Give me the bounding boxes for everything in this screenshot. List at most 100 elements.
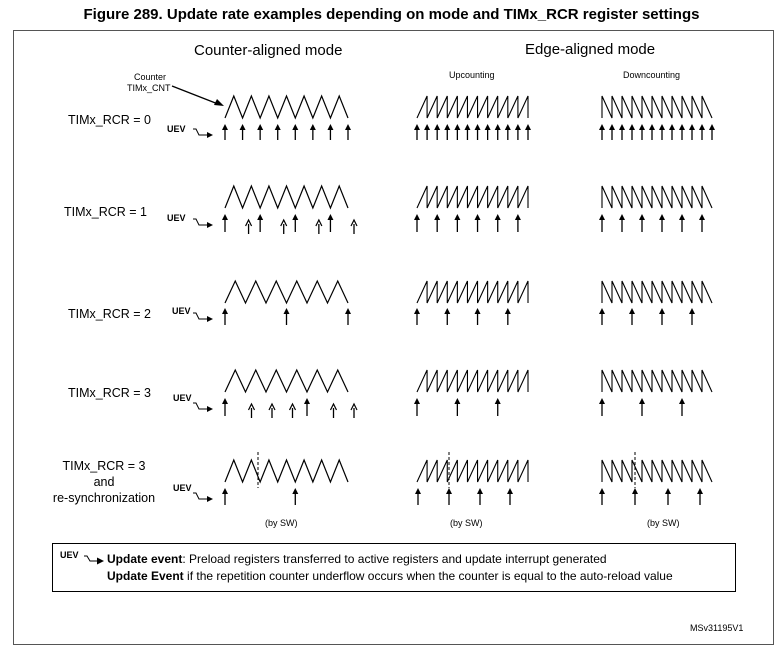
ca-sec-arrow-r1-3-head [280,218,288,227]
ca-uev-arrow-r1-4-head [292,214,299,220]
up-uev-arrow-r1-0-head [414,214,420,220]
legend-update-event-term: Update event [107,552,183,566]
down-uev-arrow-r2-3-head [689,308,695,314]
uev-symbol-arrow-row1 [207,222,213,228]
up-uev-arrow-r1-1-head [434,214,441,220]
ca-uev-arrow-r4-0-head [222,488,228,494]
up-uev-arrow-r0-7-head [484,124,491,130]
downcounting-wave-row3 [601,369,713,393]
down-uev-arrow-r4-2-head [665,488,671,494]
row-label-rcr0: TIMx_RCR = 0 [68,113,152,127]
down-uev-arrow-r3-2-head [679,398,685,404]
up-uev-arrow-r0-8-head [494,124,501,130]
figure-frame [13,30,774,645]
uev-symbol-arrow-row2 [207,316,213,322]
down-uev-arrow-r0-9-head [689,124,695,130]
down-uev-arrow-r1-2-head [639,214,645,220]
legend-line-2-text: if the repetition counter underflow occu… [183,569,673,583]
legend-box [52,543,736,592]
ca-uev-arrow-r0-5-head [309,124,316,130]
uev-symbol-row4 [193,492,208,500]
up-uev-arrow-r3-2-head [494,398,501,404]
up-uev-arrow-r0-2-head [434,124,441,130]
ca-uev-arrow-r0-6-head [327,124,334,130]
ca-uev-arrow-r2-6-head [345,308,351,314]
downcounting-wave-row4 [601,459,713,483]
up-uev-arrow-r0-11-head [525,124,531,130]
ca-sec-arrow-r3-5-head [329,402,338,411]
down-uev-arrow-r4-3-head [697,488,703,494]
counter-pointer-head [214,99,224,106]
uev-symbol-arrow-row0 [207,132,213,138]
uev-label-row4: UEV [173,483,192,493]
ca-uev-arrow-r1-0-head [222,214,228,220]
counter-pointer-line [171,85,219,105]
ca-sec-arrow-r1-7-head [350,218,358,227]
legend-uev-label: UEV [60,550,79,560]
uev-symbol-arrow-row3 [207,406,213,412]
up-uev-arrow-r4-0-head [415,488,421,494]
counter-aligned-wave-row2 [224,279,349,305]
ca-uev-arrow-r2-0-head [222,308,228,314]
down-uev-arrow-r4-0-head [599,488,605,494]
ca-uev-arrow-r4-4-head [292,488,299,494]
down-uev-arrow-r2-1-head [629,308,635,314]
down-uev-arrow-r0-7-head [669,124,675,130]
counter-aligned-header: Counter-aligned mode [194,42,343,59]
upcounting-header: Upcounting [449,70,495,80]
row-label-resync-line1: TIMx_RCR = 3 [62,459,146,473]
up-uev-arrow-r2-2-head [474,308,481,314]
uev-symbol-row1 [193,218,208,226]
upcounting-wave-row0 [416,95,529,119]
legend-uev-symbol-arrow [97,557,104,565]
down-uev-arrow-r2-0-head [599,308,605,314]
row-label-rcr3-resync: TIMx_RCR = 3 and re-synchronization [48,458,160,506]
down-uev-arrow-r3-0-head [599,398,605,404]
upcounting-wave-row1 [416,185,529,209]
row-label-resync-line2: and [93,475,115,489]
upcounting-wave-row4 [416,459,529,483]
down-uev-arrow-r0-0-head [599,124,605,130]
up-uev-arrow-r4-2-head [477,488,483,494]
down-uev-arrow-r1-4-head [679,214,685,220]
up-uev-arrow-r0-10-head [514,124,521,130]
up-uev-arrow-r0-4-head [454,124,461,130]
down-uev-arrow-r1-1-head [619,214,625,220]
up-uev-arrow-r2-3-head [504,308,511,314]
ca-uev-arrow-r3-0-head [222,398,228,404]
ca-sec-arrow-r3-2-head [268,402,276,411]
row-label-rcr3: TIMx_RCR = 3 [68,386,152,400]
ca-uev-arrow-r0-3-head [274,124,281,130]
uev-symbol-row3 [193,402,208,410]
down-uev-arrow-r0-4-head [639,124,645,130]
up-uev-arrow-r1-4-head [494,214,501,220]
down-uev-arrow-r1-3-head [659,214,665,220]
down-uev-arrow-r1-0-head [599,214,605,220]
up-uev-arrow-r1-5-head [514,214,521,220]
legend-uev-symbol [84,555,97,562]
down-uev-arrow-r0-11-head [709,124,715,130]
up-uev-arrow-r2-0-head [414,308,420,314]
up-uev-arrow-r0-3-head [444,124,451,130]
uev-label-row3: UEV [173,393,192,403]
figure-reference: MSv31195V1 [690,623,744,633]
down-uev-arrow-r3-1-head [639,398,645,404]
up-uev-arrow-r0-6-head [474,124,481,130]
ca-sec-arrow-r3-3-head [288,402,297,411]
figure-title: Figure 289. Update rate examples dependi… [83,6,700,23]
ca-uev-arrow-r0-2-head [257,124,264,130]
up-uev-arrow-r0-0-head [414,124,420,130]
downcounting-wave-row2 [601,280,713,304]
down-uev-arrow-r0-5-head [649,124,655,130]
up-uev-arrow-r3-0-head [414,398,420,404]
ca-uev-arrow-r0-7-head [345,124,351,130]
down-uev-arrow-r0-10-head [699,124,705,130]
down-uev-arrow-r1-5-head [699,214,705,220]
uev-label-row1: UEV [167,213,186,223]
counter-aligned-wave-row0 [224,94,349,120]
ca-uev-arrow-r0-4-head [292,124,299,130]
down-uev-arrow-r0-6-head [659,124,665,130]
down-uev-arrow-r2-2-head [659,308,665,314]
up-uev-arrow-r0-9-head [504,124,511,130]
